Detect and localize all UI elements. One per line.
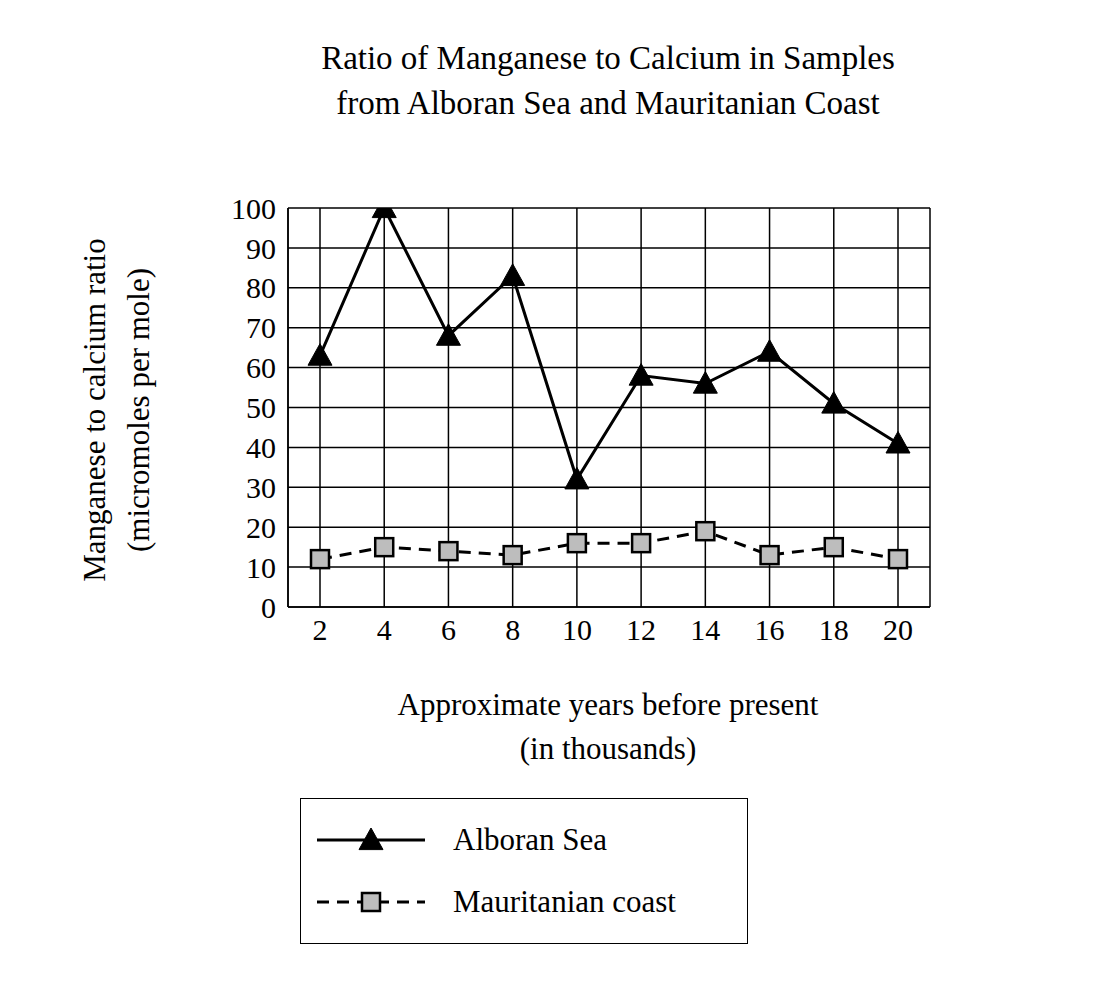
svg-text:90: 90 (246, 232, 276, 265)
svg-text:20: 20 (246, 511, 276, 544)
svg-text:0: 0 (261, 591, 276, 624)
svg-text:50: 50 (246, 391, 276, 424)
html-text:Manganese to calcium ratio (mi: Manganese to calcium ratio (micromoles p… (77, 238, 156, 582)
svg-text:30: 30 (246, 471, 276, 504)
svg-text:10: 10 (562, 613, 592, 646)
html-text:Approximate years before prese: Approximate years before present (in tho… (397, 687, 819, 766)
svg-text:2: 2 (313, 613, 328, 646)
svg-text:12: 12 (626, 613, 656, 646)
html-text:Mauritanian coast: Mauritanian coast (453, 884, 676, 919)
html-text:Alboran Sea: Alboran Sea (453, 822, 608, 857)
svg-text:100: 100 (231, 192, 276, 225)
svg-text:10: 10 (246, 551, 276, 584)
svg-text:60: 60 (246, 351, 276, 384)
svg-text:8: 8 (505, 613, 520, 646)
svg-text:6: 6 (441, 613, 456, 646)
svg-text:80: 80 (246, 271, 276, 304)
svg-text:40: 40 (246, 431, 276, 464)
svg-text:16: 16 (755, 613, 785, 646)
svg-text:18: 18 (819, 613, 849, 646)
svg-text:20: 20 (883, 613, 913, 646)
svg-text:4: 4 (377, 613, 392, 646)
html-text:Ratio of Manganese to Calcium: Ratio of Manganese to Calcium in Samples… (321, 40, 895, 121)
svg-text:70: 70 (246, 311, 276, 344)
svg-text:14: 14 (690, 613, 720, 646)
